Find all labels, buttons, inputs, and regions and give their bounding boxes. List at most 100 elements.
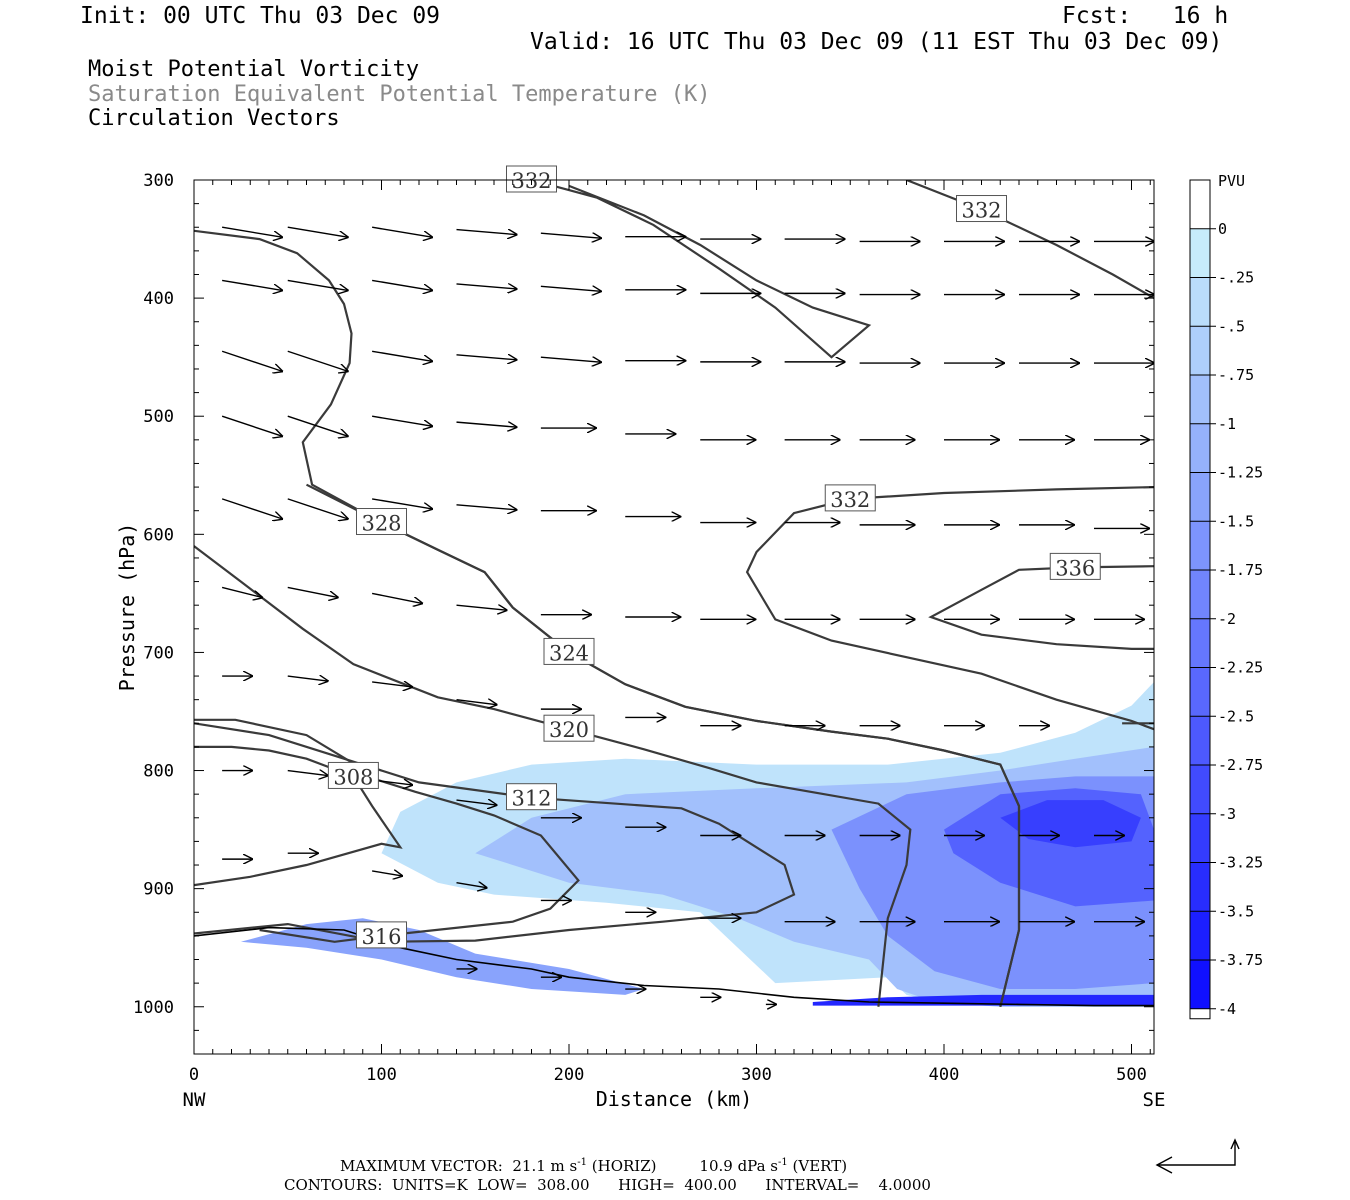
colorbar-tick-label-16: -4: [1218, 1000, 1236, 1018]
colorbar-swatch-9: [1190, 618, 1210, 668]
contour-label-8: 332: [830, 488, 870, 512]
max-vector-sup-1: -1: [577, 1157, 587, 1168]
colorbar-swatch-14: [1190, 862, 1210, 912]
theta-es-contour-336-9: [928, 565, 1154, 650]
circulation-vector-97: [372, 871, 402, 876]
circulation-vector-12: [222, 279, 282, 290]
y-tick-label-500: 500: [143, 407, 174, 427]
colorbar-frame: [1189, 179, 1211, 1020]
x-tick-label-400: 400: [929, 1065, 960, 1085]
circulation-vector-51: [456, 505, 517, 510]
colorbar-tick-label-1: -.25: [1218, 269, 1254, 287]
colorbar-tick-label-4: -1: [1218, 415, 1236, 433]
reference-vector-head-left: [1155, 1156, 1173, 1174]
contour-label-2: 316: [361, 925, 401, 949]
max-vector-mid: (HORIZ) 10.9 dPa s: [591, 1157, 778, 1175]
vector-key: [1155, 1138, 1240, 1174]
colorbar-tick-label-7: -1.75: [1218, 561, 1263, 579]
circulation-vector-84: [287, 771, 328, 776]
circulation-vector-24: [221, 350, 282, 371]
colorbar-swatch-15: [1190, 911, 1210, 960]
circulation-vector-1: [287, 226, 348, 237]
circulation-vector-2: [372, 226, 432, 237]
circulation-vector-16: [540, 286, 601, 291]
circulation-vector-39: [456, 422, 517, 427]
colorbar-swatch-6: [1190, 472, 1210, 522]
contour-label-4: 324: [549, 641, 589, 665]
reference-vector-icon: [1157, 1142, 1236, 1166]
circulation-vector-37: [287, 415, 348, 436]
circulation-vector-26: [372, 350, 432, 361]
colorbar-swatch-3: [1190, 326, 1210, 375]
reference-vector-head-up: [1230, 1138, 1240, 1150]
colorbar-tick-label-2: -.5: [1218, 317, 1245, 335]
y-tick-label-1000: 1000: [133, 998, 174, 1018]
field-title-theta-es: Saturation Equivalent Potential Temperat…: [88, 82, 711, 107]
colorbar-swatch-11: [1190, 716, 1210, 765]
theta-es-contour-316-2: [194, 718, 580, 943]
colorbar-swatch-10: [1190, 667, 1210, 717]
circulation-vector-49: [287, 498, 348, 519]
colorbar-swatch-16: [1190, 960, 1210, 1009]
colorbar-tick-label-10: -2.5: [1218, 707, 1254, 725]
y-tick-label-700: 700: [143, 643, 174, 663]
colorbar-tick-label-6: -1.5: [1218, 512, 1254, 530]
circulation-vector-layer: [221, 226, 1154, 1004]
colorbar-swatch-0: [1190, 180, 1210, 229]
x-endpoint-right: SE: [1143, 1089, 1166, 1111]
y-tick-label-900: 900: [143, 880, 174, 900]
contour-label-box-9: [1049, 552, 1101, 580]
max-vector-sup-2: -1: [778, 1157, 788, 1168]
x-endpoint-left: NW: [183, 1089, 206, 1111]
theta-es-contour-332-7: [906, 180, 1154, 300]
colorbar-tick-label-3: -.75: [1218, 366, 1254, 384]
circulation-vector-3: [456, 230, 517, 235]
y-tick-label-400: 400: [143, 289, 174, 309]
contour-label-box-6: [506, 165, 557, 193]
pv-fill-layer: [240, 682, 1154, 1007]
colorbar-tick-label-11: -2.75: [1218, 756, 1263, 774]
colorbar-swatch-13: [1190, 813, 1210, 863]
colorbar-swatch-7: [1190, 521, 1210, 570]
contour-label-1: 312: [511, 787, 551, 811]
contour-label-box-8: [824, 484, 876, 512]
forecast-hour-label: Fcst: 16 h: [1062, 3, 1229, 29]
circulation-vector-48: [221, 498, 282, 519]
circulation-vector-15: [456, 284, 517, 289]
theta-es-contour-328-5: [194, 229, 1021, 1008]
x-tick-label-200: 200: [554, 1065, 585, 1085]
contour-label-7: 332: [961, 199, 1001, 223]
contour-info-note: CONTOURS: UNITS=K LOW= 308.00 HIGH= 400.…: [284, 1176, 931, 1194]
max-vector-suffix: (VERT): [792, 1157, 848, 1175]
circulation-vector-98: [456, 883, 487, 888]
x-tick-label-0: 0: [189, 1065, 199, 1085]
colorbar-tick-label-13: -3.25: [1218, 854, 1263, 872]
circulation-vector-73: [287, 676, 328, 681]
contour-label-box-1: [506, 783, 557, 811]
circulation-vector-62: [371, 592, 422, 603]
theta-es-contour-312-1: [194, 722, 796, 943]
colorbar-swatch-4: [1190, 375, 1210, 424]
x-tick-label-100: 100: [366, 1065, 397, 1085]
circulation-vector-38: [372, 415, 432, 426]
colorbar-swatch-5: [1190, 423, 1210, 473]
y-tick-label-300: 300: [143, 171, 174, 191]
colorbar-tick-label-9: -2.25: [1218, 659, 1263, 677]
theta-es-contour-320-3: [194, 545, 912, 1007]
circulation-vector-13: [287, 279, 348, 290]
init-time-label: Init: 00 UTC Thu 03 Dec 09: [80, 3, 441, 29]
contour-label-3: 320: [549, 718, 589, 742]
field-title-vectors: Circulation Vectors: [88, 106, 340, 131]
max-vector-note: MAXIMUM VECTOR: 21.1 m s-1 (HORIZ) 10.9 …: [340, 1157, 847, 1175]
circulation-vector-28: [540, 357, 601, 362]
contour-label-5: 328: [361, 512, 401, 536]
colorbar: PVU 0 -.25 -.5 -.75 -1 -1.25 -1.5 -1.75 -2 -2.25 -2…: [1189, 172, 1263, 1020]
contour-label-9: 336: [1055, 556, 1095, 580]
colorbar-tick-label-8: -2: [1218, 610, 1236, 628]
colorbar-tick-label-0: 0: [1218, 220, 1227, 238]
circulation-vector-25: [287, 350, 348, 371]
axis-text-layer: 300 400 500 600 700 800 900 1000 0 100 200 300 400 50…: [115, 171, 1165, 1111]
plot-frame: [193, 179, 1155, 1055]
y-tick-label-600: 600: [143, 525, 174, 545]
